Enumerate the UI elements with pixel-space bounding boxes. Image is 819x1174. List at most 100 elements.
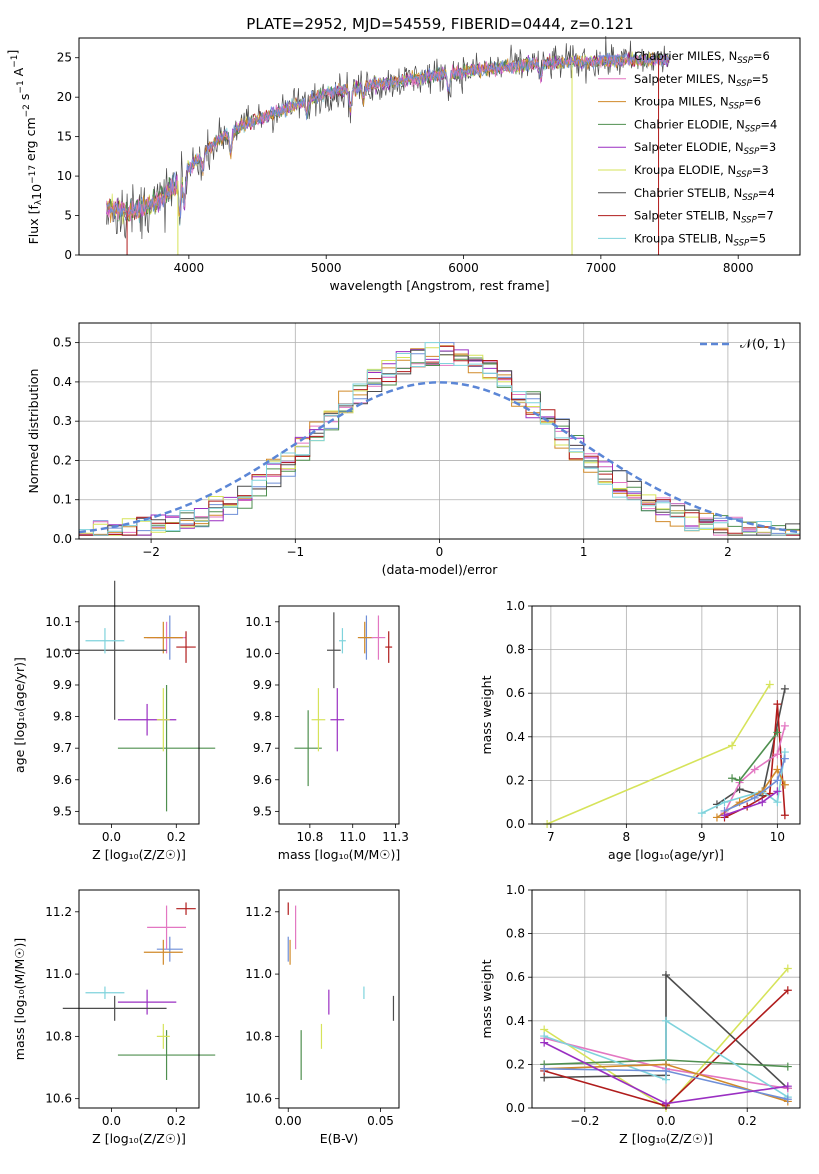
legend-entry: 𝒩(0, 1) bbox=[740, 336, 786, 351]
legend-entry: Chabrier MILES, NSSP=6 bbox=[634, 49, 770, 66]
weight-marker bbox=[773, 700, 782, 709]
weight-marker bbox=[662, 971, 670, 980]
x-tick-label: 0.2 bbox=[167, 830, 186, 844]
plot-area-age_vs_mass bbox=[294, 612, 393, 787]
x-axis-label: Z [log₁₀(Z/Z☉)] bbox=[92, 1131, 186, 1146]
legend-entry: Salpeter ELODIE, NSSP=3 bbox=[634, 140, 776, 157]
weight-line bbox=[543, 1019, 789, 1098]
y-tick-label: 0.6 bbox=[506, 686, 525, 700]
weight-marker bbox=[783, 964, 792, 973]
legend: Chabrier MILES, NSSP=6 Salpeter MILES, NS… bbox=[598, 49, 777, 248]
x-tick-label: −2 bbox=[142, 545, 160, 559]
x-tick-label: 11.0 bbox=[339, 830, 366, 844]
y-tick-label: 0.8 bbox=[506, 643, 525, 657]
y-tick-label: 10.6 bbox=[45, 1092, 72, 1106]
x-tick-label: 0.00 bbox=[275, 1114, 302, 1128]
spectrum-line bbox=[106, 52, 670, 222]
figure-title: PLATE=2952, MJD=54559, FIBERID=0444, z=0… bbox=[246, 15, 633, 33]
legend-entry: Salpeter MILES, NSSP=5 bbox=[634, 72, 769, 89]
weight-marker bbox=[662, 1099, 670, 1108]
weight-marker bbox=[780, 721, 789, 730]
y-tick-label: 9.7 bbox=[53, 741, 72, 755]
panel-spectrum: 4000 5000 6000 7000 8000 0 5 10 15 20 25 wavelength… bbox=[5, 35, 801, 293]
weight-marker bbox=[773, 765, 782, 774]
y-tick-label: 0.4 bbox=[53, 375, 72, 389]
y-tick-label: 15 bbox=[57, 130, 72, 144]
y-tick-label: 0.1 bbox=[53, 493, 72, 507]
x-tick-label: 8 bbox=[623, 830, 631, 844]
y-axis-label: mass weight bbox=[479, 959, 494, 1038]
weight-marker bbox=[728, 774, 737, 783]
x-tick-label: 0.2 bbox=[738, 1114, 757, 1128]
y-tick-label: 1.0 bbox=[506, 883, 525, 897]
y-tick-label: 0 bbox=[64, 248, 72, 262]
y-tick-label: 11.2 bbox=[245, 905, 272, 919]
weight-marker bbox=[780, 780, 789, 789]
weight-marker bbox=[662, 1075, 670, 1084]
x-axis-label: age [log₁₀(age/yr)] bbox=[608, 847, 724, 862]
weight-marker bbox=[780, 684, 789, 693]
weight-marker bbox=[758, 798, 767, 807]
x-tick-label: 11.3 bbox=[382, 830, 409, 844]
weight-marker bbox=[773, 798, 782, 807]
axes-frame bbox=[278, 889, 400, 1109]
y-tick-label: 25 bbox=[57, 51, 72, 65]
weight-marker bbox=[773, 750, 782, 759]
panel-age_vs_Z: 0.0 0.2 9.5 9.6 9.7 9.8 9.9 10.0 10.1 Z [log₁₀(Z/… bbox=[12, 580, 216, 862]
y-axis-label: mass [log₁₀(M/M☉)] bbox=[12, 938, 27, 1060]
weight-marker bbox=[662, 1016, 670, 1025]
y-tick-label: 10 bbox=[57, 169, 72, 183]
weight-marker bbox=[540, 1038, 549, 1047]
y-tick-label: 0.4 bbox=[506, 1014, 525, 1028]
y-tick-label: 11.0 bbox=[245, 967, 272, 981]
plot-area-residuals bbox=[78, 342, 801, 536]
histogram-step bbox=[79, 354, 800, 536]
y-tick-label: 0.4 bbox=[506, 730, 525, 744]
y-tick-label: 10.0 bbox=[245, 646, 272, 660]
weight-marker bbox=[773, 728, 782, 737]
y-axis-label: Normed distribution bbox=[26, 369, 41, 494]
weight-marker bbox=[750, 793, 759, 802]
panel-mass_vs_Z: 0.0 0.2 10.6 10.8 11.0 11.2 Z [log₁₀(Z/Z☉)] mas… bbox=[12, 889, 216, 1146]
x-tick-label: 0.0 bbox=[102, 830, 121, 844]
y-tick-label: 9.8 bbox=[253, 710, 272, 724]
weight-marker bbox=[783, 1082, 792, 1091]
panel-weight_vs_age: 7 8 9 10 0.0 0.2 0.4 0.6 0.8 1.0 age [log₁₀(age/yr… bbox=[479, 599, 801, 862]
y-tick-label: 11.0 bbox=[45, 967, 72, 981]
y-tick-label: 0.6 bbox=[506, 970, 525, 984]
y-tick-label: 0.2 bbox=[53, 453, 72, 467]
legend-entry: Kroupa MILES, NSSP=6 bbox=[634, 95, 761, 112]
y-tick-label: 10.8 bbox=[45, 1029, 72, 1043]
y-tick-label: 11.2 bbox=[45, 905, 72, 919]
weight-marker bbox=[765, 680, 774, 689]
histogram-step bbox=[79, 342, 800, 536]
x-tick-label: 7000 bbox=[586, 261, 617, 275]
y-tick-label: 10.1 bbox=[45, 615, 72, 629]
x-tick-label: −0.2 bbox=[570, 1114, 599, 1128]
axes-frame bbox=[78, 605, 200, 825]
y-axis-label: age [log₁₀(age/yr)] bbox=[12, 657, 27, 773]
weight-marker bbox=[662, 1066, 670, 1075]
y-tick-label: 1.0 bbox=[506, 599, 525, 613]
y-tick-label: 0.2 bbox=[506, 1057, 525, 1071]
legend-entry: Kroupa STELIB, NSSP=5 bbox=[634, 231, 766, 248]
y-tick-label: 10.0 bbox=[45, 646, 72, 660]
axes-frame bbox=[531, 605, 801, 825]
y-tick-label: 9.5 bbox=[53, 804, 72, 818]
panel-mass_vs_ebv: 0.00 0.05 10.6 10.8 11.0 11.2 E(B-V) bbox=[245, 889, 400, 1146]
legend-entry: Kroupa ELODIE, NSSP=3 bbox=[634, 163, 769, 180]
x-tick-label: 0.2 bbox=[167, 1114, 186, 1128]
y-tick-label: 9.6 bbox=[253, 773, 272, 787]
weight-marker bbox=[773, 776, 782, 785]
x-axis-label: mass [log₁₀(M/M☉)] bbox=[278, 847, 400, 862]
weight-marker bbox=[750, 765, 759, 774]
y-tick-label: 9.5 bbox=[253, 804, 272, 818]
weight-marker bbox=[720, 798, 729, 807]
y-tick-label: 0.5 bbox=[53, 336, 72, 350]
weight-marker bbox=[780, 811, 789, 820]
y-tick-label: 5 bbox=[64, 209, 72, 223]
weight-marker bbox=[720, 811, 729, 820]
y-tick-label: 0.2 bbox=[506, 773, 525, 787]
x-tick-label: 10 bbox=[770, 830, 785, 844]
